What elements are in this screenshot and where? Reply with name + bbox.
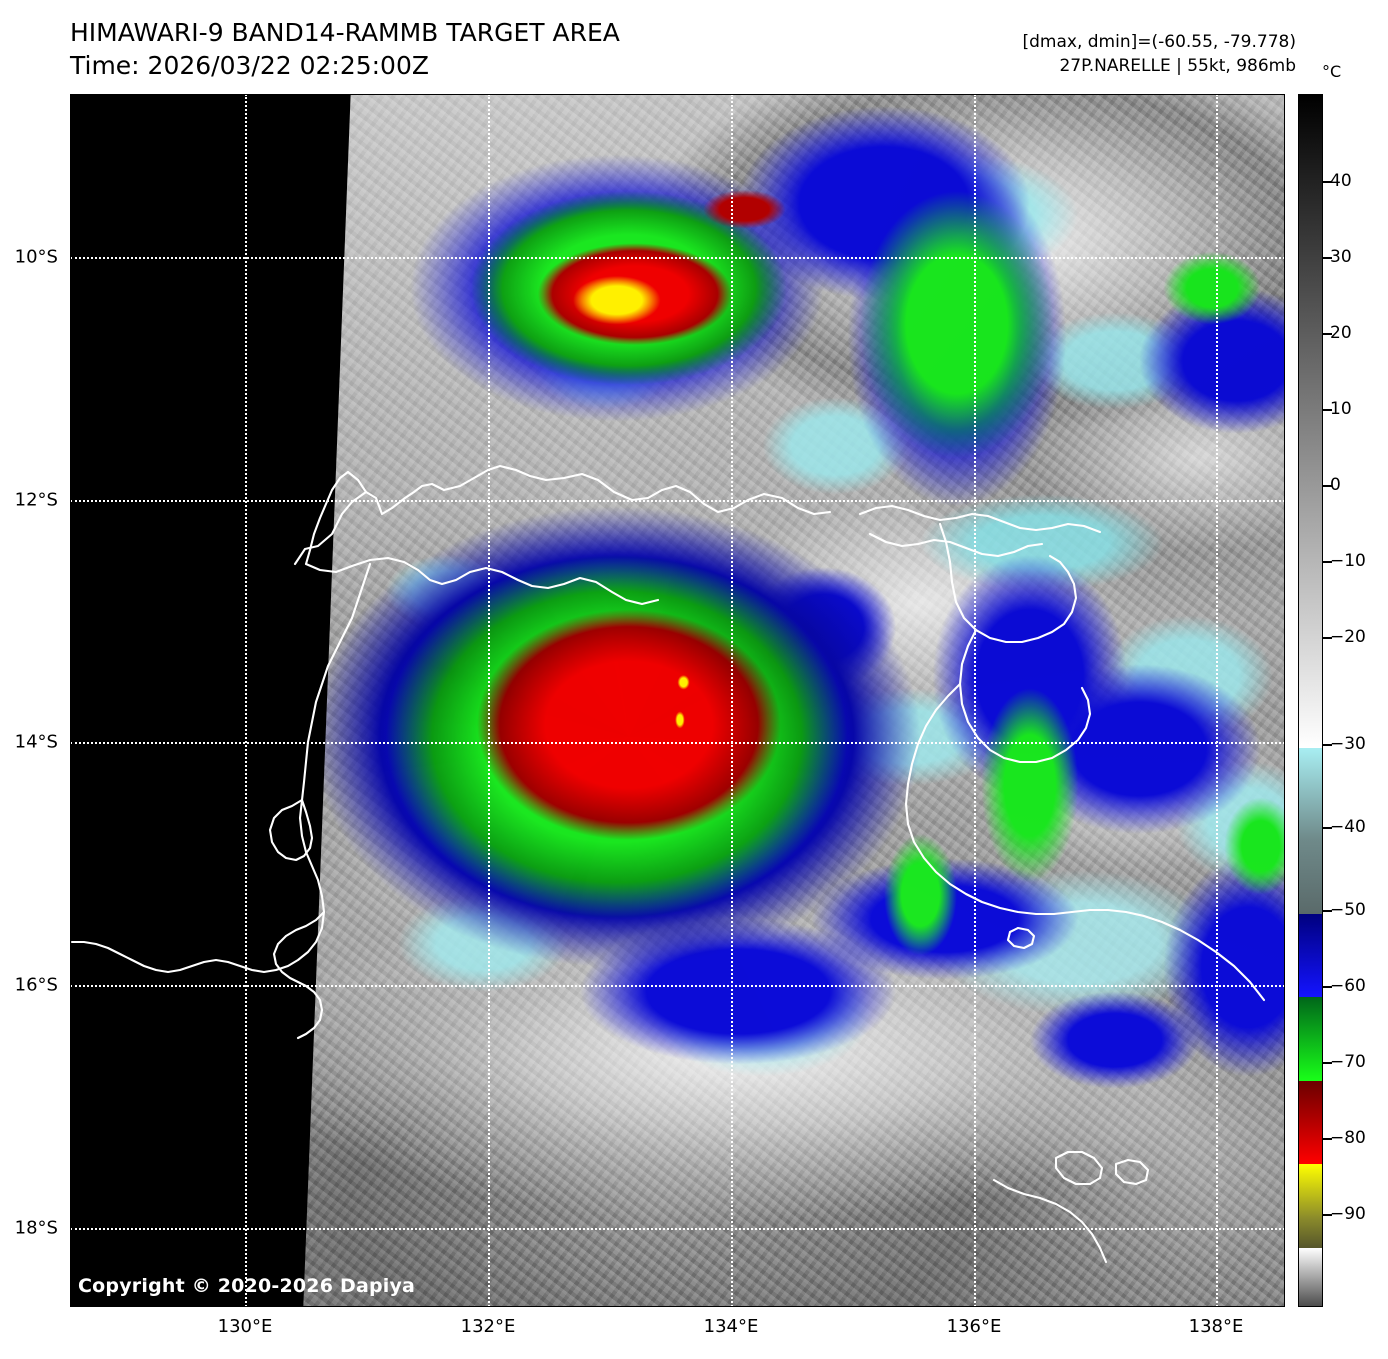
gridline-lat-12S [70, 500, 1285, 502]
colorbar-tick [1323, 637, 1332, 639]
colorbar-unit-label: °C [1322, 62, 1342, 81]
ytick-label: 14°S [14, 731, 58, 753]
colorbar-tick [1323, 827, 1332, 829]
metadata-block: [dmax, dmin]=(-60.55, -79.778) 27P.NAREL… [1023, 30, 1297, 78]
title-line-2: Time: 2026/03/22 02:25:00Z [70, 51, 429, 80]
ytick-label: 10°S [14, 246, 58, 268]
ytick-label: 18°S [14, 1217, 58, 1239]
gridline-lon-134 [731, 94, 733, 1307]
colorbar-tick-label: 40 [1330, 171, 1352, 191]
coastline-west-inlet [268, 798, 314, 862]
colorbar-tick [1323, 986, 1332, 988]
colorbar-tick-label: −60 [1330, 976, 1366, 996]
colorbar-tick [1323, 1062, 1332, 1064]
colorbar-tick-label: −50 [1330, 900, 1366, 920]
coastline-ne-detail [868, 532, 1044, 558]
colorbar-tick-label: 30 [1330, 247, 1352, 267]
xtick-label: 134°E [703, 1316, 759, 1337]
colorbar-tick-label: −30 [1330, 734, 1366, 754]
colorbar-tick [1323, 181, 1332, 183]
gridline-lat-16S [70, 985, 1285, 987]
colorbar-segment-cyan [1299, 747, 1322, 914]
gridline-lon-136 [974, 94, 976, 1307]
coastline-northeast-islands [858, 504, 1102, 534]
title-line-1: HIMAWARI-9 BAND14-RAMMB TARGET AREA [70, 18, 620, 47]
coastline-west-mainland [304, 470, 368, 566]
colorbar-tick [1323, 257, 1332, 259]
colorbar-tick [1323, 333, 1332, 335]
coastline-island-outline [304, 556, 660, 606]
coastline-south-islands [1054, 1150, 1104, 1186]
gridline-lat-14S [70, 742, 1285, 744]
gridline-lat-18S [70, 1228, 1285, 1230]
xtick-label: 138°E [1188, 1316, 1244, 1337]
coastline-north-peninsula [293, 464, 832, 566]
gridline-lon-138 [1216, 94, 1218, 1307]
coastline-overlay [70, 464, 1266, 1264]
colorbar-tick [1323, 1214, 1332, 1216]
colorbar-segment-warm-grayscale [1299, 95, 1322, 748]
colorbar-tick-label: 20 [1330, 323, 1352, 343]
coastline-gulf-north [938, 522, 1078, 644]
coastline-south-small-isles [1114, 1158, 1150, 1186]
xtick-label: 136°E [946, 1316, 1002, 1337]
gridline-lat-10S [70, 257, 1285, 259]
coastline-se-coast [904, 682, 1266, 1002]
satellite-swath [303, 94, 1285, 1307]
ytick-label: 12°S [14, 489, 58, 511]
colorbar-tick [1323, 910, 1332, 912]
colorbar-tick [1323, 409, 1332, 411]
colorbar-segment-cold-grayscale [1299, 1247, 1322, 1306]
satellite-image-plot[interactable]: Copyright © 2020-2026 Dapiya [70, 94, 1285, 1307]
coastline-south-chain [992, 1178, 1108, 1264]
storm-info-readout: 27P.NARELLE | 55kt, 986mb [1059, 56, 1296, 76]
colorbar-tick-label: −10 [1330, 551, 1366, 571]
spiral-band-layer [303, 94, 1285, 1307]
page-title: HIMAWARI-9 BAND14-RAMMB TARGET AREA Time… [70, 16, 620, 82]
colorbar-segment-blue [1299, 913, 1322, 998]
colorbar-segment-yellow [1299, 1164, 1322, 1248]
copyright-notice: Copyright © 2020-2026 Dapiya [78, 1275, 416, 1297]
colorbar-tick-label: −90 [1330, 1204, 1366, 1224]
coastline-gulf-inner [958, 628, 1092, 764]
xtick-label: 130°E [217, 1316, 273, 1337]
colorbar-tick-label: −70 [1330, 1052, 1366, 1072]
ytick-label: 16°S [14, 974, 58, 996]
coastline-se-island-small [1006, 926, 1036, 950]
colorbar-tick [1323, 561, 1332, 563]
dmax-dmin-readout: [dmax, dmin]=(-60.55, -79.778) [1022, 32, 1297, 52]
colorbar-tick [1323, 485, 1332, 487]
colorbar-segment-red [1299, 1080, 1322, 1165]
coastline-west-coast-main [70, 562, 372, 974]
colorbar-tick-label: 10 [1330, 399, 1352, 419]
colorbar-tick-label: −40 [1330, 817, 1366, 837]
coastline-south-bay [272, 910, 326, 1040]
colorbar-tick-label: −20 [1330, 627, 1366, 647]
yellow-core-layer [303, 94, 1285, 1307]
colorbar-tick [1323, 1138, 1332, 1140]
colorbar-tick [1323, 744, 1332, 746]
colorbar[interactable] [1298, 94, 1323, 1307]
colorbar-tick-label: 0 [1330, 475, 1341, 495]
gridline-lon-130 [245, 94, 247, 1307]
xtick-label: 132°E [460, 1316, 516, 1337]
gridline-lon-132 [488, 94, 490, 1307]
colorbar-tick-label: −80 [1330, 1128, 1366, 1148]
colorbar-segment-green [1299, 997, 1322, 1081]
